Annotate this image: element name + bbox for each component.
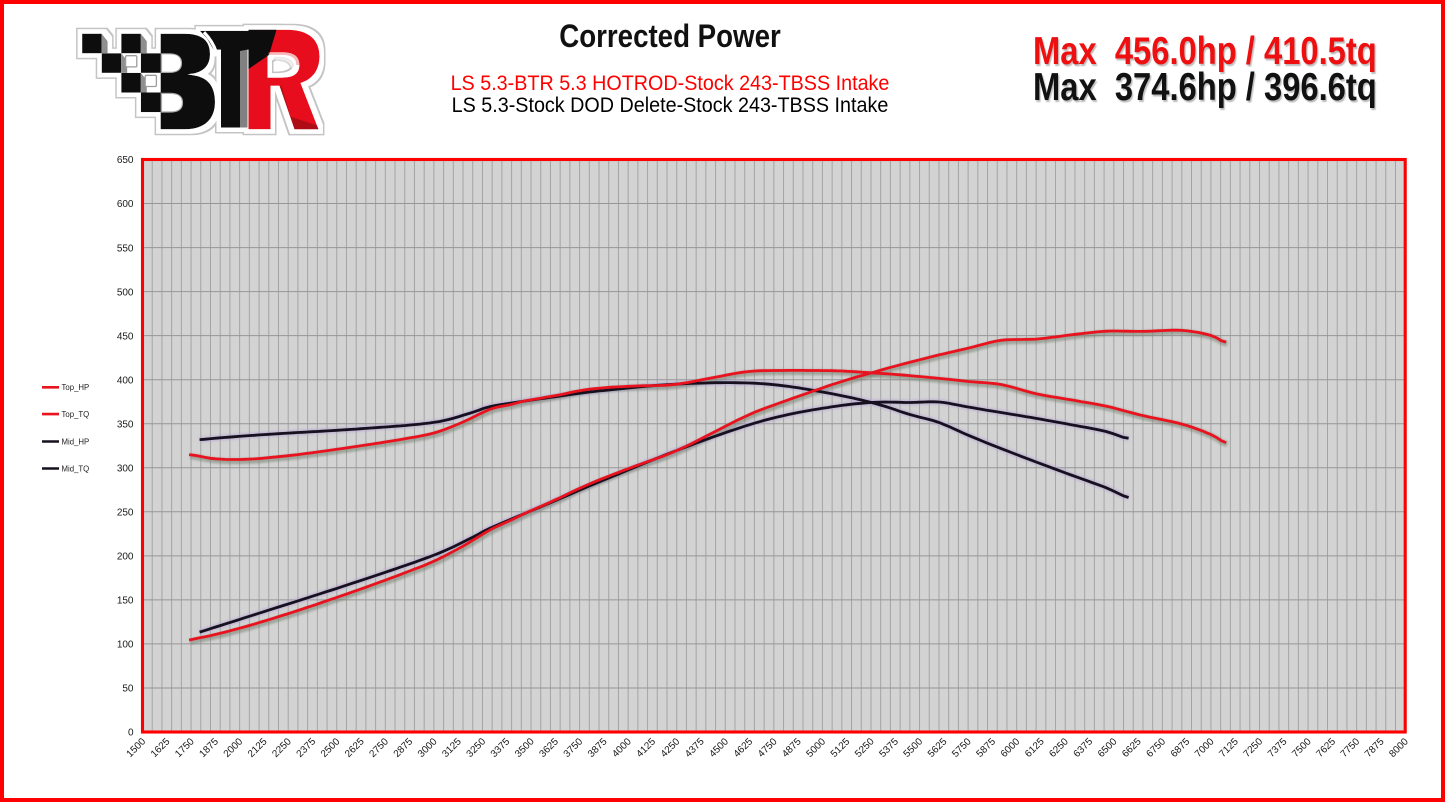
svg-text:7375: 7375 [1266,736,1290,760]
svg-text:7500: 7500 [1290,736,1314,760]
svg-text:0: 0 [128,728,134,739]
svg-text:2250: 2250 [270,736,294,760]
svg-text:4375: 4375 [683,736,707,760]
svg-text:1500: 1500 [125,736,149,760]
svg-text:6875: 6875 [1169,736,1193,760]
svg-text:7625: 7625 [1315,736,1339,760]
svg-text:5750: 5750 [950,736,974,760]
svg-text:600: 600 [117,199,134,210]
svg-text:5375: 5375 [877,736,901,760]
svg-text:2875: 2875 [392,736,416,760]
svg-text:450: 450 [117,331,134,342]
svg-text:6000: 6000 [999,736,1023,760]
svg-text:4000: 4000 [610,736,634,760]
svg-text:7250: 7250 [1242,736,1266,760]
svg-text:2000: 2000 [222,736,246,760]
svg-text:Top_TQ: Top_TQ [62,410,90,419]
svg-text:100: 100 [117,640,134,651]
svg-text:5250: 5250 [853,736,877,760]
svg-text:2750: 2750 [367,736,391,760]
svg-text:50: 50 [122,684,134,695]
svg-text:3000: 3000 [416,736,440,760]
svg-text:2625: 2625 [343,736,367,760]
svg-text:3375: 3375 [489,736,513,760]
svg-text:1750: 1750 [173,736,197,760]
svg-text:4625: 4625 [732,736,756,760]
svg-text:4875: 4875 [780,736,804,760]
svg-text:1875: 1875 [197,736,221,760]
svg-text:300: 300 [117,464,134,475]
svg-text:2375: 2375 [295,736,319,760]
svg-text:5875: 5875 [975,736,999,760]
svg-text:6125: 6125 [1023,736,1047,760]
svg-text:250: 250 [117,508,134,519]
svg-text:6375: 6375 [1072,736,1096,760]
svg-text:4500: 4500 [707,736,731,760]
svg-text:6250: 6250 [1047,736,1071,760]
svg-text:150: 150 [117,596,134,607]
svg-text:500: 500 [117,287,134,298]
svg-text:200: 200 [117,552,134,563]
svg-text:2500: 2500 [319,736,343,760]
svg-text:Mid_HP: Mid_HP [62,437,90,446]
svg-text:4750: 4750 [756,736,780,760]
svg-text:3250: 3250 [465,736,489,760]
svg-text:400: 400 [117,375,134,386]
svg-text:3875: 3875 [586,736,610,760]
svg-text:650: 650 [117,155,134,166]
svg-text:Mid_TQ: Mid_TQ [62,464,90,473]
svg-text:8000: 8000 [1387,736,1411,760]
svg-text:5500: 5500 [902,736,926,760]
svg-text:5000: 5000 [805,736,829,760]
svg-text:3750: 3750 [562,736,586,760]
svg-text:7125: 7125 [1217,736,1241,760]
svg-text:3625: 3625 [537,736,561,760]
svg-text:6750: 6750 [1145,736,1169,760]
svg-text:3500: 3500 [513,736,537,760]
svg-text:2125: 2125 [246,736,270,760]
svg-text:7000: 7000 [1193,736,1217,760]
svg-text:550: 550 [117,243,134,254]
svg-text:6625: 6625 [1120,736,1144,760]
svg-text:4125: 4125 [635,736,659,760]
svg-text:350: 350 [117,419,134,430]
svg-text:1625: 1625 [149,736,173,760]
svg-text:Top_HP: Top_HP [62,383,90,392]
svg-text:7750: 7750 [1339,736,1363,760]
svg-text:3125: 3125 [440,736,464,760]
svg-text:5625: 5625 [926,736,950,760]
svg-text:5125: 5125 [829,736,853,760]
svg-text:4250: 4250 [659,736,683,760]
svg-text:6500: 6500 [1096,736,1120,760]
svg-text:7875: 7875 [1363,736,1387,760]
